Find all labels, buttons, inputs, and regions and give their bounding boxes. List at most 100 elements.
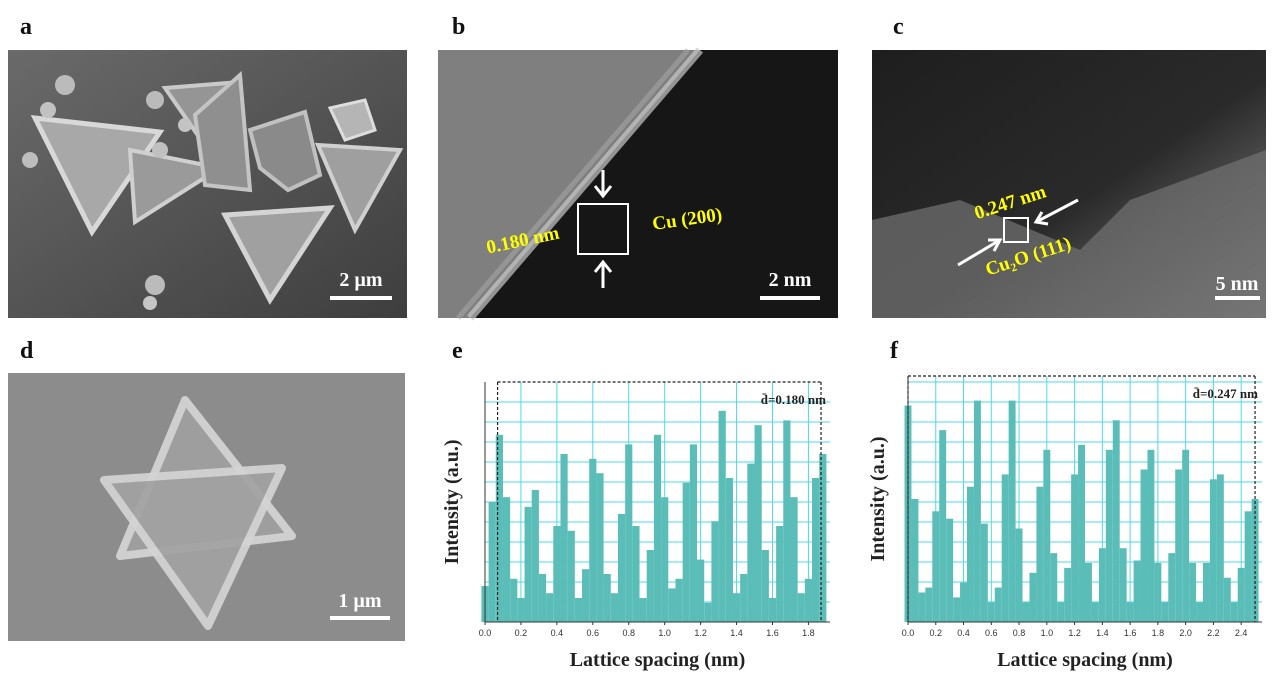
bar xyxy=(726,478,733,622)
bar xyxy=(546,593,553,622)
x-tick-label: 0.4 xyxy=(551,628,564,638)
x-tick-label: 0.0 xyxy=(479,628,492,638)
bar xyxy=(654,435,661,622)
annotation: d̄=0.247 nm xyxy=(1193,386,1258,401)
scale-bar-label: 2 nm xyxy=(769,269,812,291)
bar xyxy=(618,514,625,622)
bar xyxy=(747,464,754,622)
bar xyxy=(553,526,560,622)
bar xyxy=(675,579,682,622)
bar xyxy=(1141,469,1148,622)
panel-label: f xyxy=(890,338,899,364)
bar xyxy=(918,592,925,622)
bar xyxy=(1154,563,1161,622)
bar xyxy=(510,579,517,622)
bar xyxy=(532,490,539,622)
bar xyxy=(719,411,726,622)
x-tick-label: 1.6 xyxy=(1124,628,1137,638)
bar xyxy=(995,588,1002,622)
bar xyxy=(575,598,582,622)
bar xyxy=(611,593,618,622)
bar xyxy=(939,430,946,622)
bar xyxy=(711,521,718,622)
bar xyxy=(1106,450,1113,622)
bar xyxy=(932,511,939,622)
panel-label: a xyxy=(20,14,32,40)
x-tick-label: 1.2 xyxy=(694,628,707,638)
bar xyxy=(755,425,762,622)
bar xyxy=(1210,479,1217,622)
x-tick-label: 0.2 xyxy=(930,628,943,638)
bar xyxy=(589,459,596,622)
bar xyxy=(568,531,575,622)
bar xyxy=(790,497,797,622)
x-tick-label: 0.6 xyxy=(587,628,600,638)
x-tick-label: 1.8 xyxy=(1152,628,1165,638)
bar xyxy=(1078,445,1085,622)
bar xyxy=(503,497,510,622)
x-axis-label: Lattice spacing (nm) xyxy=(570,649,746,671)
x-tick-label: 1.0 xyxy=(658,628,671,638)
bar xyxy=(517,598,524,622)
bar xyxy=(1238,568,1245,622)
panel-label: d xyxy=(20,338,34,364)
micrograph-c xyxy=(872,50,1266,318)
bar xyxy=(1016,529,1023,622)
bar xyxy=(1092,602,1099,622)
bar xyxy=(1175,469,1182,622)
x-tick-label: 0.2 xyxy=(515,628,528,638)
bar xyxy=(960,583,967,622)
x-tick-label: 1.6 xyxy=(766,628,779,638)
bar xyxy=(1231,602,1238,622)
bar xyxy=(1189,563,1196,622)
bar xyxy=(776,526,783,622)
bar xyxy=(632,526,639,622)
bar xyxy=(740,574,747,622)
x-tick-label: 1.4 xyxy=(1096,628,1109,638)
bar xyxy=(1245,511,1252,622)
bar xyxy=(1023,602,1030,622)
bar xyxy=(1099,548,1106,622)
bar xyxy=(1196,602,1203,622)
x-tick-label: 1.4 xyxy=(730,628,743,638)
bar xyxy=(640,598,647,622)
bar xyxy=(560,454,567,622)
scale-bar-label: 1 µm xyxy=(338,590,382,612)
x-tick-label: 0.8 xyxy=(1013,628,1026,638)
scale-bar-label: 5 nm xyxy=(1216,273,1259,295)
bar xyxy=(668,588,675,622)
bar xyxy=(1224,578,1231,622)
x-axis-label: Lattice spacing (nm) xyxy=(997,649,1173,671)
bar xyxy=(596,473,603,622)
bar xyxy=(539,574,546,622)
bar xyxy=(704,603,711,622)
x-tick-label: 1.8 xyxy=(802,628,815,638)
bar xyxy=(1134,561,1141,623)
bar xyxy=(489,502,496,622)
bar xyxy=(988,602,995,622)
bar xyxy=(1147,450,1154,622)
x-tick-label: 2.0 xyxy=(1179,628,1192,638)
bar xyxy=(733,593,740,622)
bar xyxy=(661,497,668,622)
x-tick-label: 0.6 xyxy=(985,628,998,638)
bar xyxy=(769,598,776,622)
bar xyxy=(697,560,704,622)
bar xyxy=(1029,573,1036,622)
bar xyxy=(946,519,953,622)
x-tick-label: 0.8 xyxy=(622,628,635,638)
chart: 0.00.20.40.60.81.01.21.41.61.82.02.22.4d… xyxy=(867,376,1262,671)
bar xyxy=(1057,602,1064,622)
bar xyxy=(1085,563,1092,622)
x-tick-label: 2.2 xyxy=(1207,628,1220,638)
x-tick-label: 1.2 xyxy=(1068,628,1081,638)
annotation: d̄=0.180 nm xyxy=(761,392,826,407)
scale-bar-label: 2 µm xyxy=(339,269,383,291)
bar xyxy=(783,420,790,622)
bar xyxy=(967,487,974,622)
x-tick-label: 2.4 xyxy=(1235,628,1248,638)
bar xyxy=(683,483,690,622)
bar xyxy=(690,444,697,622)
bar xyxy=(496,435,503,622)
bar xyxy=(974,401,981,622)
